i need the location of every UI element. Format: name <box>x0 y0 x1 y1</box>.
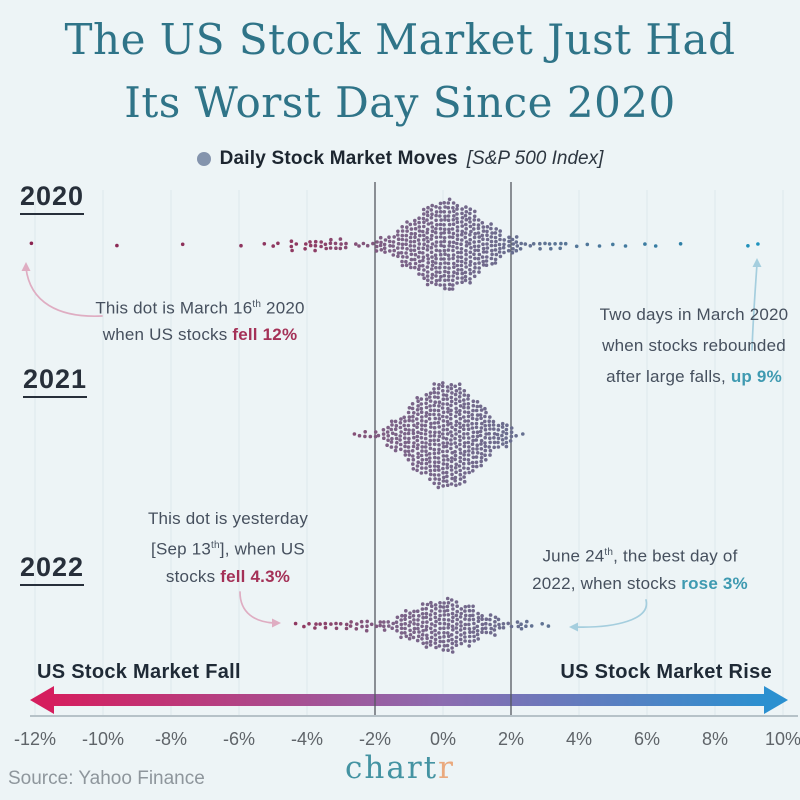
legend-detail: [S&P 500 Index] <box>466 148 604 169</box>
annotation-march-16-2020-arrow <box>21 262 103 317</box>
tick-label--4%: -4% <box>290 729 323 749</box>
chart-title-line2: Its Worst Day Since 2020 <box>124 78 676 127</box>
annotation-june-24-2022-arrow <box>569 599 648 632</box>
tick-label-0%: 0% <box>429 729 456 749</box>
tick-label-2%: 2% <box>497 729 524 749</box>
arrowhead-left-icon <box>30 686 54 714</box>
tick-label--8%: -8% <box>154 729 187 749</box>
chartr-logo-accent: r <box>438 750 455 786</box>
legend: Daily Stock Market Moves [S&P 500 Index] <box>0 148 800 170</box>
chart-title: The US Stock Market Just Had Its Worst D… <box>0 8 800 134</box>
tick-label-6%: 6% <box>633 729 660 749</box>
tick-label-8%: 8% <box>701 729 728 749</box>
annotation-march-rebound-2020-arrowhead-icon <box>752 258 762 267</box>
fall-rise-gradient-arrow <box>30 686 788 714</box>
year-label-2022: 2022 <box>20 552 85 586</box>
annotation-sep-13-2022-arrow <box>239 591 281 628</box>
annotation-sep-13-2022-arrowhead-icon <box>272 618 281 628</box>
year-label-2020: 2020 <box>20 181 85 215</box>
annotation-march-16-2020-arrowhead-icon <box>21 262 31 271</box>
dots-2020 <box>29 197 760 291</box>
chartr-logo: chartr <box>0 750 800 786</box>
annotation-june-24-2022-arrowhead-icon <box>569 622 578 632</box>
arrowhead-right-icon <box>764 686 788 714</box>
dots-2021 <box>352 381 525 490</box>
legend-label: Daily Stock Market Moves <box>219 148 458 169</box>
annotation-sep-13-2022: This dot is yesterday [Sep 13th], when US… <box>147 509 309 586</box>
tick-label-10%: 10% <box>764 729 800 749</box>
year-label-2021: 2021 <box>23 364 88 398</box>
tick-label--10%: -10% <box>81 729 125 749</box>
tick-label--2%: -2% <box>358 729 391 749</box>
annotation-march-rebound-2020: Two days in March 2020 when stocks reboun… <box>599 305 789 386</box>
tick-label-4%: 4% <box>565 729 592 749</box>
tick-label--6%: -6% <box>222 729 255 749</box>
axis-label-fall: US Stock Market Fall <box>37 661 241 683</box>
annotation-march-rebound-2020-arrow <box>751 258 762 351</box>
tick-label--12%: -12% <box>13 729 57 749</box>
chartr-logo-main: chart <box>345 750 439 786</box>
source-credit: Source: Yahoo Finance <box>8 768 205 789</box>
annotation-march-16-2020: This dot is March 16th 2020 when US stock… <box>95 298 305 344</box>
chart-title-line1: The US Stock Market Just Had <box>64 15 736 64</box>
axis-label-rise: US Stock Market Rise <box>560 661 772 683</box>
dots-2022 <box>293 596 551 654</box>
legend-dot-icon <box>196 152 211 166</box>
annotation-june-24-2022: June 24th, the best day of 2022, when sto… <box>532 546 748 593</box>
